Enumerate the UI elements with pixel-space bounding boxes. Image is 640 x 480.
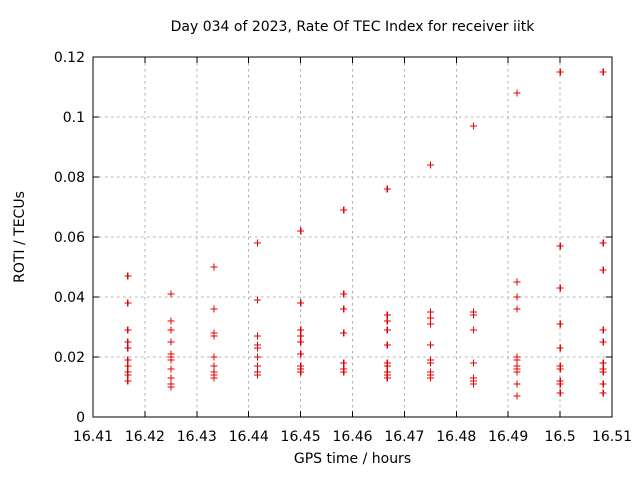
y-tick-label: 0.1 [63, 110, 85, 126]
chart-title: Day 034 of 2023, Rate Of TEC Index for r… [170, 19, 535, 35]
x-tick-label: 16.48 [436, 429, 476, 445]
y-tick-label: 0.04 [54, 290, 85, 306]
x-tick-label: 16.51 [592, 429, 632, 445]
y-axis-label: ROTI / TECUs [12, 191, 28, 283]
x-tick-label: 16.49 [488, 429, 528, 445]
tick-labels: 16.41 16.42 16.43 16.44 16.45 16.46 16.47 16.48… [54, 50, 632, 445]
x-tick-label: 16.42 [125, 429, 165, 445]
x-tick-label: 16.5 [545, 429, 576, 445]
y-tick-label: 0.06 [54, 230, 85, 246]
y-tick-label: 0.12 [54, 50, 85, 66]
plot-border [92, 56, 613, 418]
x-tick-label: 16.41 [73, 429, 113, 445]
x-tick-label: 16.46 [332, 429, 372, 445]
x-tick-label: 16.43 [177, 429, 217, 445]
y-tick-label: 0.02 [54, 350, 85, 366]
data-points [124, 68, 607, 400]
x-tick-label: 16.44 [229, 429, 269, 445]
grid-lines [93, 57, 612, 417]
y-tick-label: 0 [76, 410, 85, 426]
x-tick-label: 16.45 [281, 429, 321, 445]
x-tick-label: 16.47 [384, 429, 424, 445]
y-tick-label: 0.08 [54, 170, 85, 186]
x-axis-label: GPS time / hours [293, 451, 412, 467]
